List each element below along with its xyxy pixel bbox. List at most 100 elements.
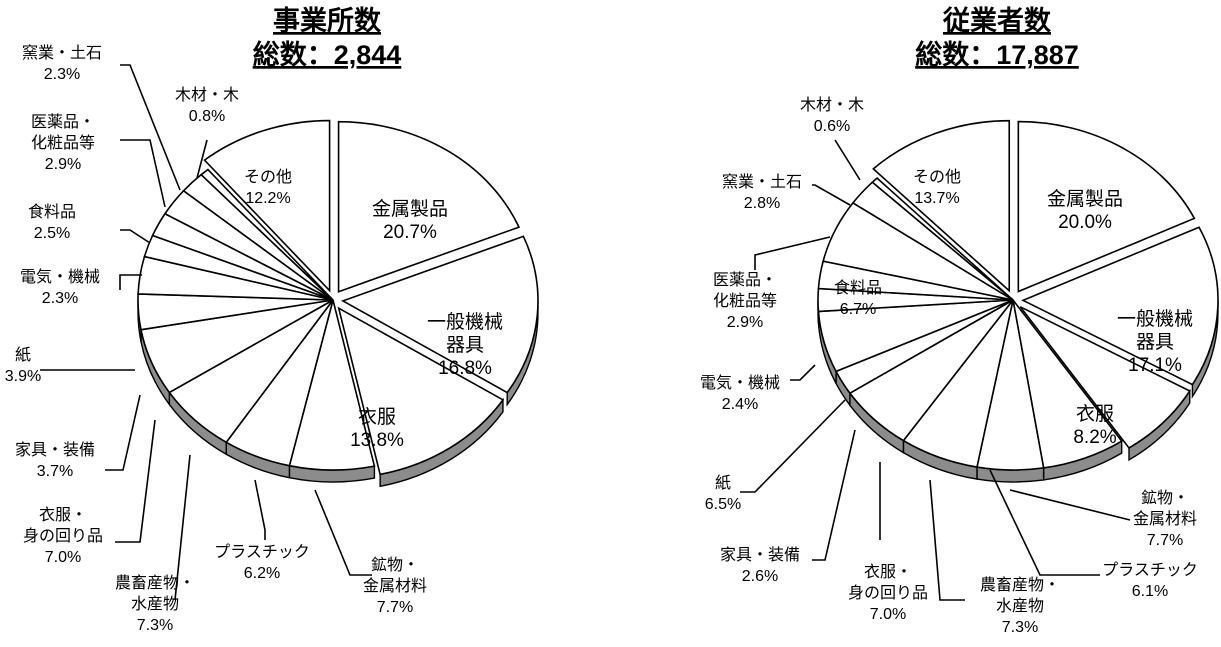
slice-value-label: 6.1%: [1132, 583, 1168, 600]
leader-line: [790, 365, 815, 380]
leader-line: [115, 420, 155, 542]
slice-value-label: 2.5%: [34, 225, 70, 242]
slice-category-label: 衣服・: [39, 506, 87, 524]
slice-label: 木材・木 0.6%: [800, 96, 864, 180]
slice-category-label: 衣服: [358, 406, 396, 428]
slice-category-label: 衣服・: [864, 563, 912, 581]
slice-category-label: 家具・装備: [15, 441, 95, 459]
leader-line: [315, 490, 372, 575]
slice-category-label: プラスチック: [1102, 561, 1198, 579]
slice-category-label: 電気・機械: [20, 268, 100, 286]
slice-label: 家具・装備 3.7%: [15, 395, 140, 480]
slice-value-label: 0.6%: [814, 118, 850, 135]
pie-chart-2: 従業者数総数：17,887金属製品20.0%一般機械器具17.1%衣服8.2%鉱…: [700, 6, 1218, 636]
leader-line: [755, 237, 830, 270]
slice-category-label: 窯業・土石: [22, 44, 102, 62]
slice-category-label: 木材・木: [800, 96, 864, 114]
slice-value-label: 6.7%: [840, 301, 876, 318]
slice-value-label: 7.7%: [1147, 532, 1183, 549]
slice-category-label: その他: [244, 168, 292, 186]
slice-category-label: 医薬品・: [31, 113, 95, 131]
slice-value-label: 13.7%: [914, 190, 959, 207]
slice-value-label: 17.1%: [1128, 355, 1182, 376]
slice-label: プラスチック 6.2%: [214, 480, 310, 582]
slice-value-label: 0.8%: [189, 108, 225, 125]
slice-value-label: 2.4%: [722, 396, 758, 413]
slice-value-label: 7.0%: [870, 606, 906, 623]
chart-subtitle: 総数：2,844: [253, 39, 402, 70]
leader-line: [812, 430, 855, 560]
slice-label: 農畜産物・水産物 7.3%: [930, 480, 1060, 636]
slice-value-label: 2.3%: [44, 66, 80, 83]
leader-line: [120, 230, 150, 243]
slice-label: 衣服・身の回り品 7.0%: [848, 462, 928, 623]
slice-value-label: 20.0%: [1058, 212, 1112, 233]
slice-value-label: 7.3%: [137, 617, 173, 634]
slice-category-label: 化粧品等: [31, 134, 95, 152]
slice-category-label: 一般機械: [427, 311, 503, 333]
chart-title: 事業所数: [273, 6, 382, 36]
slice-value-label: 2.9%: [727, 314, 763, 331]
slice-label: 食料品 2.5%: [28, 203, 150, 243]
leader-line: [930, 480, 965, 600]
slice-category-label: 紙: [715, 474, 731, 492]
slice-value-label: 2.9%: [45, 156, 81, 173]
slice-category-label: 農畜産物・: [980, 576, 1060, 594]
leader-line: [740, 400, 845, 492]
slice-label: 紙 3.9%: [5, 346, 135, 385]
slice-category-label: 水産物: [131, 595, 179, 613]
slice-category-label: 食料品: [28, 203, 76, 221]
slice-category-label: 器具: [446, 335, 484, 356]
slice-value-label: 2.8%: [744, 195, 780, 212]
slice-label: 紙 6.5%: [705, 400, 845, 513]
slice-category-label: 金属製品: [372, 198, 448, 220]
slice-category-label: 鉱物・: [1141, 489, 1189, 507]
slice-category-label: 器具: [1136, 332, 1174, 353]
leader-line: [1010, 490, 1130, 520]
leader-line: [255, 480, 265, 540]
slice-label: 鉱物・金属材料 7.7%: [315, 490, 427, 616]
slice-value-label: 12.2%: [245, 190, 290, 207]
slice-category-label: 身の回り品: [848, 584, 928, 602]
slice-category-label: 金属製品: [1047, 188, 1123, 210]
slice-value-label: 2.6%: [742, 568, 778, 585]
slice-value-label: 7.0%: [45, 549, 81, 566]
slice-category-label: その他: [913, 168, 961, 186]
slice-label: 電気・機械 2.4%: [700, 365, 815, 413]
slice-category-label: 食料品: [834, 279, 882, 297]
slice-value-label: 3.7%: [37, 463, 73, 480]
leader-line: [120, 140, 165, 207]
slice-label: 鉱物・金属材料 7.7%: [1010, 489, 1197, 549]
slice-value-label: 3.9%: [5, 368, 41, 385]
slice-category-label: 医薬品・: [713, 271, 777, 289]
slice-category-label: 身の回り品: [23, 527, 103, 545]
slice-category-label: 一般機械: [1117, 308, 1193, 330]
slice-category-label: 窯業・土石: [722, 173, 802, 191]
slice-value-label: 16.8%: [438, 358, 492, 379]
leader-line: [990, 470, 1100, 575]
slice-value-label: 7.3%: [1002, 619, 1038, 636]
slice-value-label: 2.3%: [42, 290, 78, 307]
slice-value-label: 6.5%: [705, 496, 741, 513]
leader-line: [120, 65, 180, 190]
slice-value-label: 20.7%: [383, 222, 437, 243]
slice-category-label: 木材・木: [175, 86, 239, 104]
slice-label: 電気・機械 2.3%: [20, 268, 142, 307]
leader-line: [812, 185, 850, 205]
slice-value-label: 7.7%: [377, 599, 413, 616]
slice-category-label: 金属材料: [1133, 510, 1197, 528]
slice-label: 医薬品・化粧品等 2.9%: [31, 113, 165, 207]
leader-line: [105, 395, 140, 470]
leader-line: [835, 140, 860, 180]
slice-category-label: 鉱物・: [371, 556, 419, 574]
slice-value-label: 13.8%: [350, 430, 404, 451]
slice-label: 窯業・土石 2.8%: [722, 173, 850, 212]
slice-category-label: 水産物: [996, 597, 1044, 615]
slice-category-label: 紙: [15, 346, 31, 364]
slice-category-label: 化粧品等: [713, 292, 777, 310]
chart-subtitle: 総数：17,887: [915, 39, 1079, 70]
slice-category-label: 金属材料: [363, 577, 427, 595]
slice-label: 農畜産物・水産物 7.3%: [115, 455, 195, 634]
